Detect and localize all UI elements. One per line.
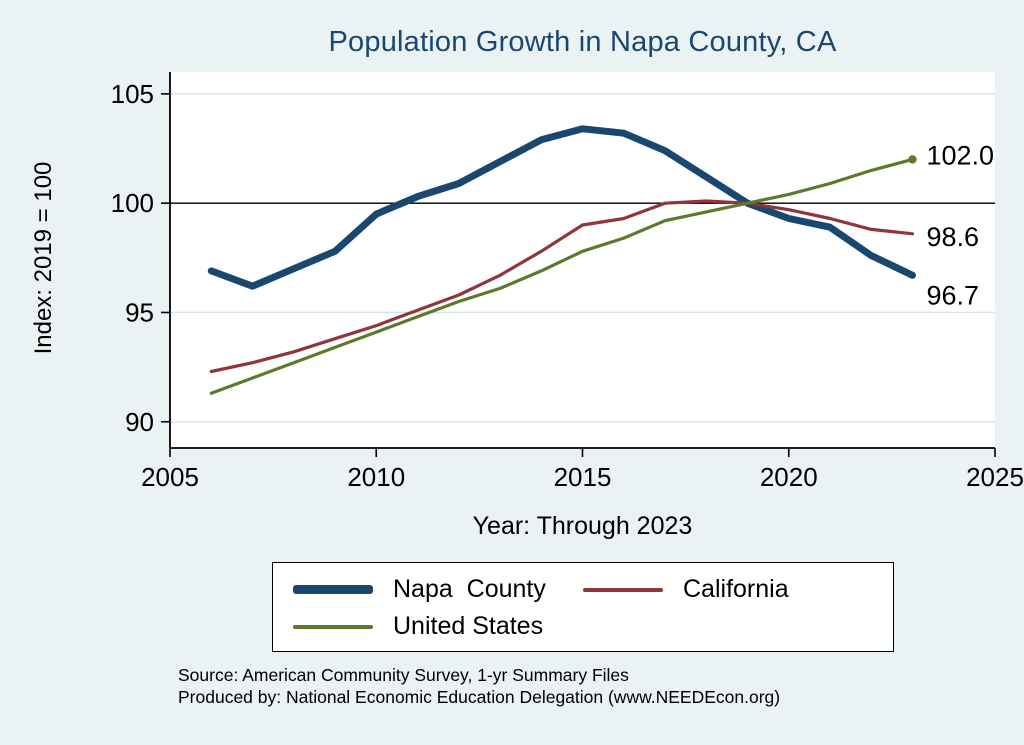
source-note: Source: American Community Survey, 1-yr …	[178, 665, 629, 685]
svg-text:98.6: 98.6	[927, 222, 980, 252]
legend: Napa County California United States	[272, 562, 894, 652]
svg-text:100: 100	[111, 188, 154, 218]
svg-text:2025: 2025	[966, 462, 1024, 492]
legend-item-california: California	[583, 575, 873, 604]
legend-label-united-states: United States	[393, 612, 544, 640]
y-axis-label: Index: 2019 = 100	[30, 161, 57, 355]
legend-line-sample-napa-county	[293, 585, 373, 594]
producer-note: Produced by: National Economic Education…	[178, 687, 781, 708]
chart-title: Population Growth in Napa County, CA	[328, 26, 837, 58]
legend-label-napa-county: Napa County	[393, 575, 546, 603]
svg-text:90: 90	[125, 407, 154, 437]
plot-area: 90 95 100 105 2005 2010 2015 2020 2025 96.7 98.6 10…	[111, 72, 1024, 492]
x-axis-label: Year: Through 2023	[472, 512, 693, 540]
svg-text:2005: 2005	[141, 462, 199, 492]
svg-text:96.7: 96.7	[927, 280, 980, 310]
svg-text:2015: 2015	[554, 462, 612, 492]
legend-item-united-states: United States	[293, 612, 583, 641]
svg-text:2010: 2010	[347, 462, 405, 492]
chart-notes: Source: American Community Survey, 1-yr …	[178, 664, 780, 709]
svg-text:95: 95	[125, 297, 154, 327]
svg-text:105: 105	[111, 79, 154, 109]
legend-item-napa-county: Napa County	[293, 575, 583, 604]
legend-line-sample-united-states	[293, 624, 373, 629]
legend-line-sample-california	[583, 587, 663, 592]
svg-text:2020: 2020	[760, 462, 818, 492]
svg-text:102.0: 102.0	[927, 140, 995, 170]
legend-label-california: California	[683, 575, 789, 603]
